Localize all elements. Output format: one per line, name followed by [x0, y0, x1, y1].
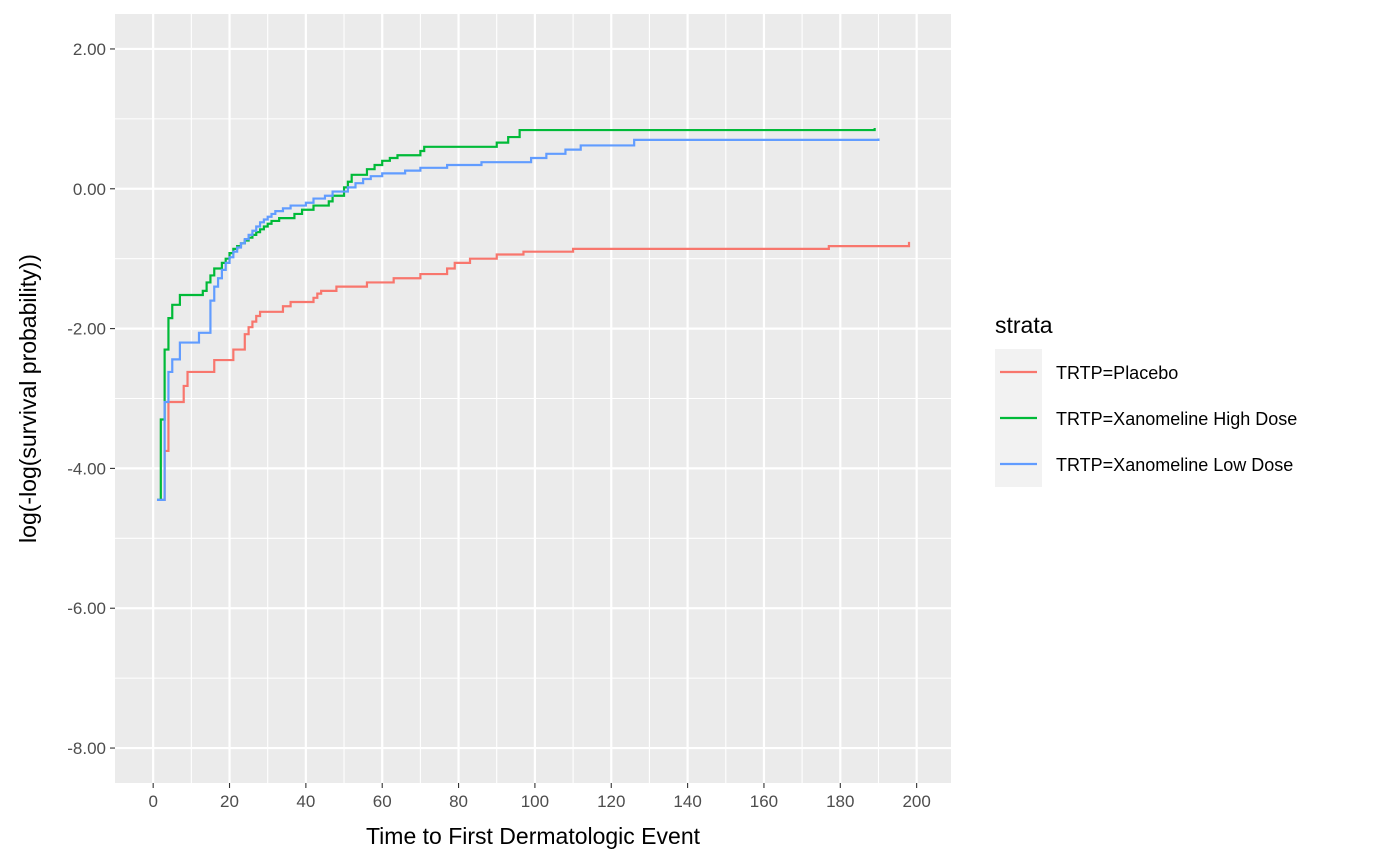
legend-label-3: TRTP=Xanomeline Low Dose [1056, 455, 1293, 475]
x-tick-label: 120 [597, 792, 625, 811]
major-gridlines [115, 14, 951, 783]
x-axis-title: Time to First Dermatologic Event [366, 823, 701, 849]
x-tick-label: 200 [902, 792, 930, 811]
series-lines [156, 127, 911, 501]
legend-title: strata [995, 312, 1053, 338]
series-line-2 [156, 127, 876, 501]
y-axis: 2.00 0.00 -2.00 -4.00 -6.00 -8.00 [67, 40, 115, 758]
legend: strata TRTP=Placebo TRTP=Xanomeline High … [995, 312, 1297, 487]
minor-gridlines [115, 14, 951, 783]
y-tick-label: -4.00 [67, 459, 106, 478]
series-line-3 [156, 138, 880, 501]
y-tick-label: -6.00 [67, 599, 106, 618]
y-tick-label: 2.00 [73, 40, 106, 59]
x-tick-label: 40 [296, 792, 315, 811]
x-tick-label: 60 [373, 792, 392, 811]
x-tick-label: 80 [449, 792, 468, 811]
y-axis-title: log(-log(survival probability)) [15, 254, 41, 543]
x-axis: 0 20 40 60 80 100 120 140 160 180 200 [148, 783, 931, 811]
legend-items: TRTP=Placebo TRTP=Xanomeline High Dose TRT… [1000, 363, 1297, 475]
x-tick-label: 160 [750, 792, 778, 811]
x-tick-label: 0 [148, 792, 157, 811]
legend-label-2: TRTP=Xanomeline High Dose [1056, 409, 1297, 429]
x-tick-label: 180 [826, 792, 854, 811]
series-line-1 [160, 241, 911, 501]
legend-label-1: TRTP=Placebo [1056, 363, 1178, 383]
y-tick-label: -2.00 [67, 320, 106, 339]
x-tick-label: 100 [521, 792, 549, 811]
y-tick-label: -8.00 [67, 739, 106, 758]
y-tick-label: 0.00 [73, 180, 106, 199]
x-tick-label: 140 [673, 792, 701, 811]
x-tick-label: 20 [220, 792, 239, 811]
